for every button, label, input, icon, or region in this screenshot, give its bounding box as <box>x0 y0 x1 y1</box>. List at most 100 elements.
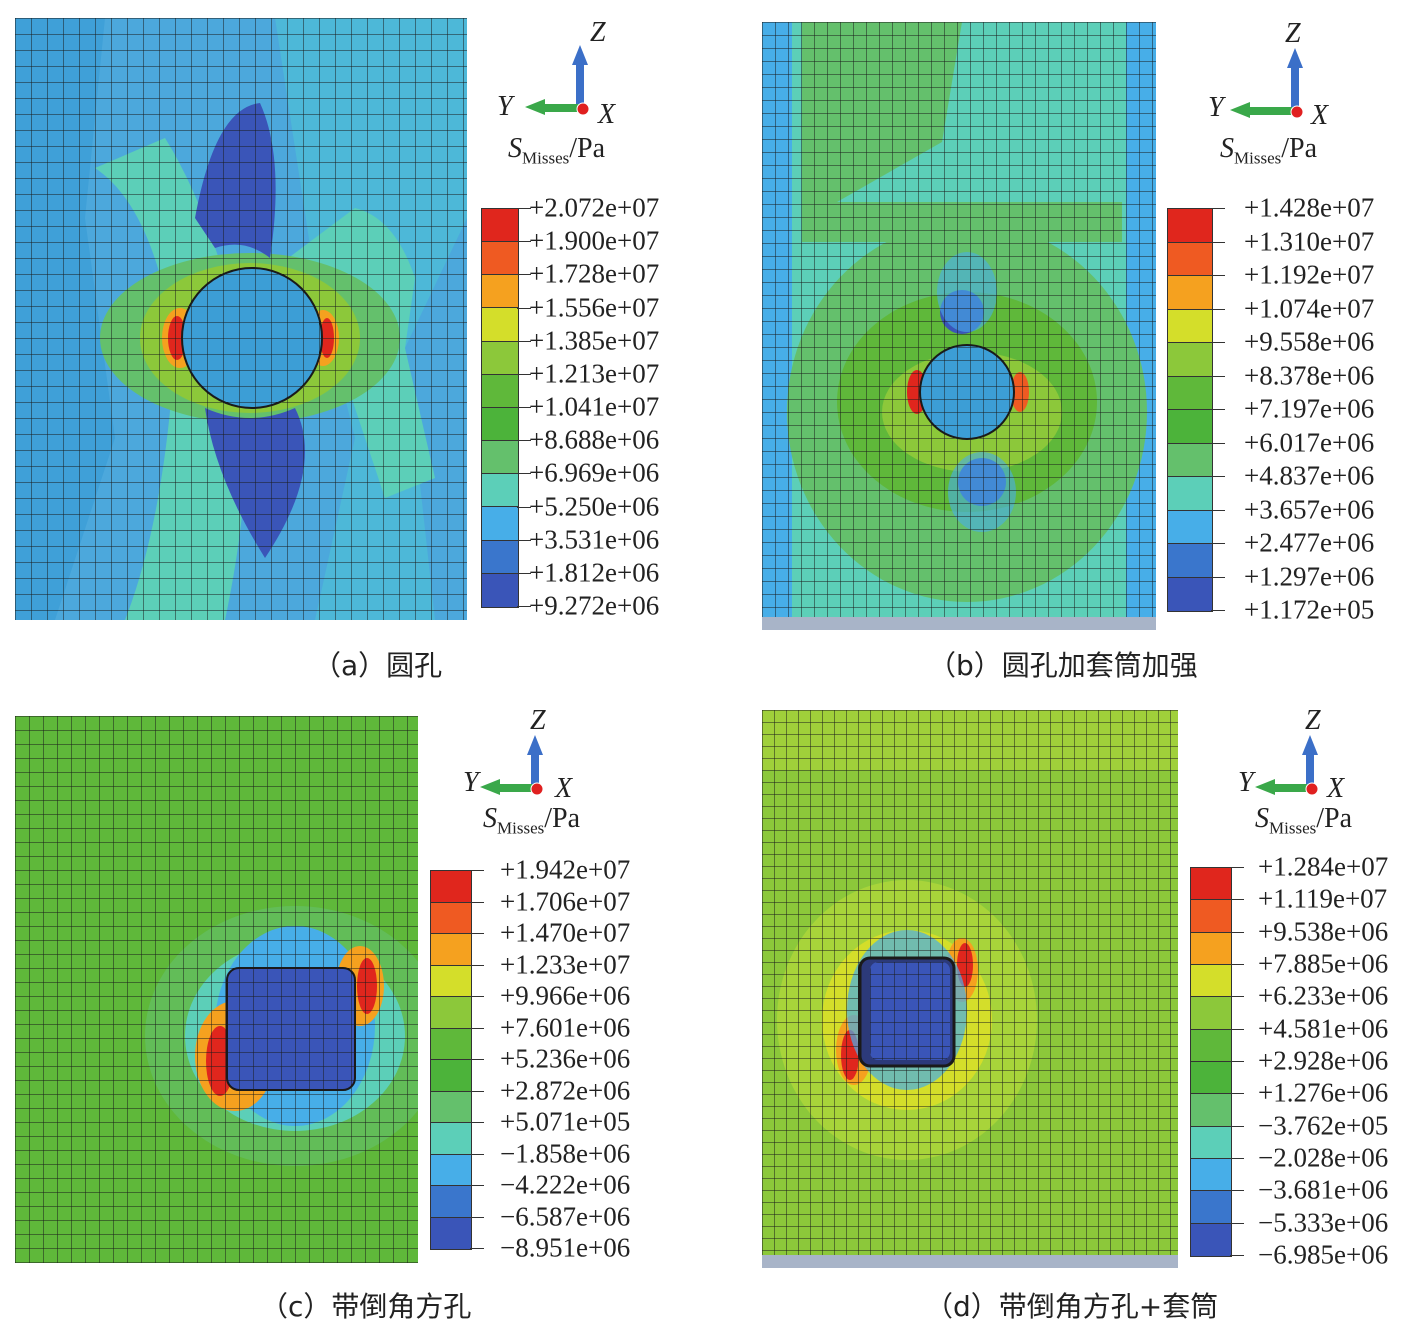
legend-swatch <box>431 965 471 997</box>
legend-value: +1.385e+07 <box>529 325 660 356</box>
legend-tick <box>1230 1061 1244 1062</box>
legend-tick <box>517 208 531 209</box>
caption-b: （b）圆孔加套筒加强 <box>928 649 1198 682</box>
caption-c: （c）带倒角方孔 <box>260 1290 472 1323</box>
stress-contour-c <box>15 716 418 1263</box>
legend-tick <box>470 1059 484 1060</box>
legend-tick <box>517 274 531 276</box>
legend-tick <box>517 241 531 243</box>
legend-swatch <box>1168 477 1212 511</box>
legend-swatch <box>431 871 471 903</box>
legend-value: −3.681e+06 <box>1258 1174 1389 1205</box>
legend-colorbar <box>1190 867 1232 1257</box>
legend-tick <box>1211 275 1225 276</box>
legend-value: −5.333e+06 <box>1258 1207 1389 1238</box>
legend-swatch <box>482 242 518 276</box>
legend-swatch <box>431 1028 471 1060</box>
legend-value: +2.872e+06 <box>500 1075 631 1105</box>
legend-tick <box>1230 867 1244 868</box>
legend-swatch <box>482 507 518 541</box>
legend-swatch <box>431 997 471 1029</box>
legend-value: +5.071e+05 <box>500 1106 631 1137</box>
legend-swatch <box>1191 1094 1231 1127</box>
axis-x-label: X <box>1310 100 1329 128</box>
legend-title-c: SMisses/Pa <box>483 803 581 838</box>
legend-swatch <box>482 540 518 574</box>
legend-swatch <box>1191 1061 1231 1095</box>
legend-tick <box>1211 576 1225 578</box>
legend-tick <box>1211 409 1225 410</box>
legend-tick <box>1230 1158 1244 1159</box>
legend-value: +6.233e+06 <box>1258 980 1389 1011</box>
legend-tick <box>470 1153 484 1155</box>
legend-tick <box>1230 996 1244 998</box>
axis-triad-a: Z Y X <box>497 17 616 125</box>
legend-value: +1.119e+07 <box>1258 883 1388 914</box>
legend-value: +1.213e+07 <box>529 358 660 389</box>
axis-x-label: X <box>554 773 573 804</box>
legend-tick <box>1230 1093 1244 1095</box>
legend-tick <box>470 933 484 934</box>
legend-tick <box>1230 1028 1244 1030</box>
legend-tick <box>1211 610 1225 611</box>
legend-swatch <box>482 474 518 508</box>
legend-swatch <box>1191 1126 1231 1159</box>
legend-value: +5.236e+06 <box>500 1043 631 1074</box>
axis-y-label: Y <box>463 767 482 798</box>
axis-y-label: Y <box>1238 767 1257 798</box>
stress-contour-a <box>15 18 467 620</box>
legend-tick <box>470 1027 484 1029</box>
legend-swatch <box>482 407 518 442</box>
legend-value: +1.728e+07 <box>529 258 660 289</box>
legend-value: +9.272e+06 <box>529 590 660 621</box>
legend-value: −6.985e+06 <box>1258 1239 1389 1270</box>
legend-tick <box>517 340 531 342</box>
legend-swatch <box>482 573 518 607</box>
legend-tick <box>470 996 484 997</box>
legend-tick <box>470 1185 484 1186</box>
legend-value: +3.657e+06 <box>1244 494 1375 524</box>
legend-swatch <box>431 1217 471 1249</box>
legend-value: +1.706e+07 <box>500 886 631 916</box>
legend-tick <box>517 473 531 475</box>
legend-value: +9.558e+06 <box>1244 326 1375 357</box>
caption-a: （a）圆孔 <box>313 649 443 682</box>
legend-value: +2.072e+07 <box>529 192 660 223</box>
legend-value: +1.556e+07 <box>529 292 660 322</box>
axis-z-label: Z <box>1305 705 1321 736</box>
legend-value: −4.222e+06 <box>500 1169 631 1200</box>
legend-value: +1.041e+07 <box>529 391 660 422</box>
legend-value: +1.276e+06 <box>1258 1077 1389 1108</box>
legend-swatch <box>482 275 518 309</box>
legend-value: +4.837e+06 <box>1244 460 1375 491</box>
legend-swatch <box>431 1123 471 1155</box>
legend-swatch <box>431 1060 471 1092</box>
axis-x-label: X <box>1326 773 1345 804</box>
legend-tick <box>517 539 531 541</box>
legend-swatch <box>1168 510 1212 544</box>
legend-tick <box>517 506 531 508</box>
legend-swatch <box>482 374 518 408</box>
legend-tick <box>517 307 531 309</box>
legend-swatch <box>1191 1029 1231 1062</box>
legend-swatch <box>1168 242 1212 276</box>
legend-value: +1.074e+07 <box>1244 293 1375 323</box>
legend-swatch <box>1168 343 1212 377</box>
legend-swatch <box>482 209 518 243</box>
legend-value: +4.581e+06 <box>1258 1013 1389 1044</box>
legend-tick <box>1230 931 1244 933</box>
legend-tick <box>1230 1125 1244 1127</box>
stress-contour-b <box>762 22 1156 630</box>
axis-triad-b: Z Y X <box>1208 18 1329 128</box>
legend-title-a: SMisses/Pa <box>508 133 606 168</box>
legend-swatch <box>1168 209 1212 243</box>
legend-tick <box>517 572 531 574</box>
legend-value: −3.762e+05 <box>1258 1110 1389 1141</box>
legend-swatch <box>482 441 518 475</box>
legend-value: +6.969e+06 <box>529 457 660 488</box>
legend-value: +1.233e+07 <box>500 949 631 979</box>
axis-y-label: Y <box>1208 92 1227 123</box>
legend-tick <box>470 901 484 903</box>
legend-swatch <box>482 341 518 375</box>
legend-swatch <box>431 902 471 934</box>
